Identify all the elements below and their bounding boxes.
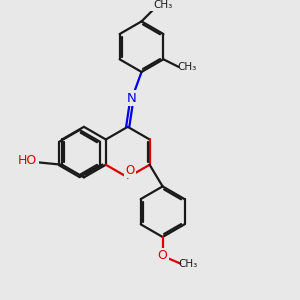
Text: CH₃: CH₃ <box>177 62 196 72</box>
Text: O: O <box>125 164 135 177</box>
Text: HO: HO <box>18 154 37 167</box>
Text: CH₃: CH₃ <box>154 0 173 10</box>
Text: N: N <box>127 92 137 105</box>
Text: O: O <box>158 249 168 262</box>
Text: CH₃: CH₃ <box>179 259 198 269</box>
